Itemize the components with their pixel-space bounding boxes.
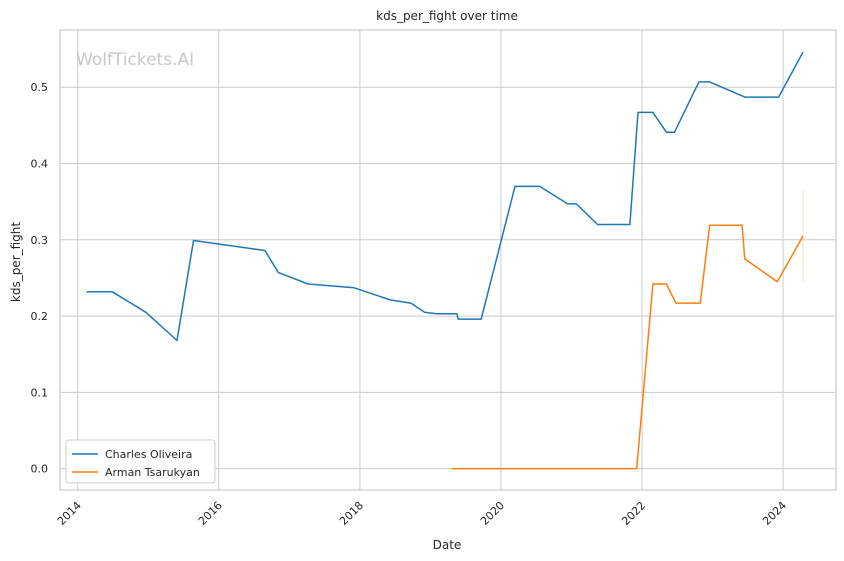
y-tick-label: 0.5: [31, 81, 49, 94]
series-line-arman-tsarukyan: [451, 224, 804, 470]
series-line-charles-oliveira: [86, 51, 804, 342]
grid: [60, 30, 836, 490]
x-axis-label: Date: [433, 538, 462, 552]
plot-frame: [59, 29, 837, 491]
series-lines: [86, 51, 804, 470]
legend-label-arman-tsarukyan: Arman Tsarukyan: [105, 466, 200, 479]
y-tick-label: 0.4: [31, 157, 49, 170]
watermark: WolfTickets.AI: [76, 50, 194, 70]
legend-box: [65, 439, 216, 484]
chart-title: kds_per_fight over time: [376, 9, 518, 23]
y-tick-label: 0.0: [31, 463, 49, 476]
y-axis-label: kds_per_fight: [9, 222, 23, 303]
legend: Charles Oliveira Arman Tsarukyan: [65, 439, 216, 484]
y-tick-label: 0.1: [31, 386, 49, 399]
y-tick-label: 0.2: [31, 310, 49, 323]
y-tick-label: 0.3: [31, 234, 49, 247]
legend-label-charles-oliveira: Charles Oliveira: [105, 448, 192, 461]
y-tick-labels: 0.0 0.1 0.2 0.3 0.4 0.5: [31, 81, 49, 475]
